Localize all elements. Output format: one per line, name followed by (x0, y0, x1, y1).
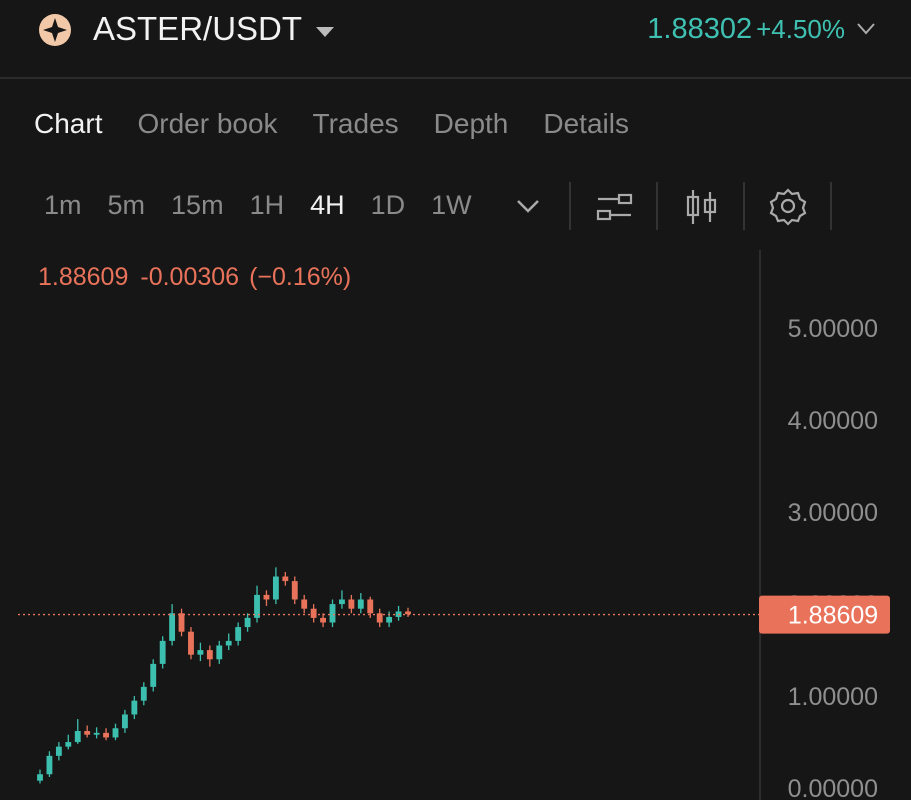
candle-body (121, 714, 128, 729)
candle-body (178, 613, 185, 632)
candle-body (339, 599, 345, 605)
interval[interactable]: 15m (171, 190, 224, 220)
candle-body (348, 599, 355, 609)
y-tick-label: 3.00000 (788, 499, 878, 527)
tab-bar: Chart Order book Trades Depth Details (34, 108, 629, 140)
candle-body (197, 650, 204, 655)
candle-body (329, 604, 336, 623)
more-intervals[interactable] (517, 200, 539, 213)
candle-body (320, 617, 327, 623)
candle-body (65, 742, 72, 747)
tab[interactable]: Details (543, 108, 629, 139)
candle-body (55, 746, 62, 756)
candle-body (376, 613, 383, 623)
candle-body (131, 700, 138, 715)
candle-body (254, 594, 260, 618)
interval[interactable]: 1W (431, 190, 472, 220)
tab[interactable]: Chart (34, 108, 103, 139)
candle-body (84, 731, 91, 735)
candle-body (74, 731, 81, 743)
day-change: +4.50% (756, 14, 845, 44)
candle-body (46, 755, 53, 775)
candle-body (263, 594, 270, 600)
tab[interactable]: Depth (433, 108, 509, 139)
candle-body (244, 617, 251, 628)
last-price-tag (759, 595, 890, 634)
expand-icon[interactable] (857, 23, 875, 35)
y-tick-label: 1.00000 (788, 683, 878, 711)
candle-body (206, 650, 213, 660)
candle-body (386, 616, 393, 623)
candle-body (103, 732, 109, 738)
last-price: 1.88302 (647, 13, 753, 45)
candle-body (225, 640, 232, 646)
pair-dropdown[interactable] (316, 27, 334, 37)
y-tick-label: 0.00000 (788, 775, 878, 800)
candle-body (93, 732, 100, 735)
ohlc-legend: 1.88609 -0.00306 (−0.16%) (38, 263, 351, 292)
candle-body (235, 627, 242, 641)
legend-change-pct: (−0.16%) (249, 263, 352, 291)
tab[interactable]: Order book (137, 108, 278, 139)
y-tick-label: 4.00000 (788, 407, 878, 435)
candle-body (301, 599, 308, 609)
candle-body (282, 576, 289, 582)
candle-body (310, 608, 317, 618)
settings-icon[interactable] (769, 188, 807, 226)
token-logo-mark (43, 18, 67, 42)
candle-body (112, 728, 119, 738)
candle-body (150, 663, 157, 687)
candle-body (291, 581, 298, 600)
candle-body (159, 640, 166, 664)
interval[interactable]: 1m (44, 190, 82, 220)
candle-body (140, 686, 147, 701)
interval[interactable]: 4H (310, 190, 345, 220)
legend-close: 1.88609 (38, 263, 129, 291)
chart-type-icon[interactable] (686, 190, 717, 224)
interval[interactable]: 5m (107, 190, 146, 220)
tab[interactable]: Trades (312, 108, 399, 139)
candle-body (37, 774, 43, 781)
candle-body (367, 599, 374, 614)
interval-bar: 1m 5m 15m 1H 4H 1D 1W (44, 190, 472, 221)
y-tick-label: 5.00000 (788, 315, 878, 343)
pair-name[interactable]: ASTER/USDT (93, 10, 303, 47)
candle-body (272, 576, 279, 600)
candle-body (188, 631, 194, 655)
last-price-label: 1.88609 (788, 602, 878, 630)
candle-body (169, 613, 176, 641)
candle-body (357, 599, 364, 609)
candle-body (405, 611, 411, 615)
legend-change: -0.00306 (140, 263, 240, 291)
indicator-icon[interactable] (596, 193, 633, 221)
candle-body (216, 645, 223, 660)
interval[interactable]: 1H (249, 190, 285, 220)
interval[interactable]: 1D (370, 190, 406, 220)
ticker: 1.88302 +4.50% (647, 13, 845, 46)
